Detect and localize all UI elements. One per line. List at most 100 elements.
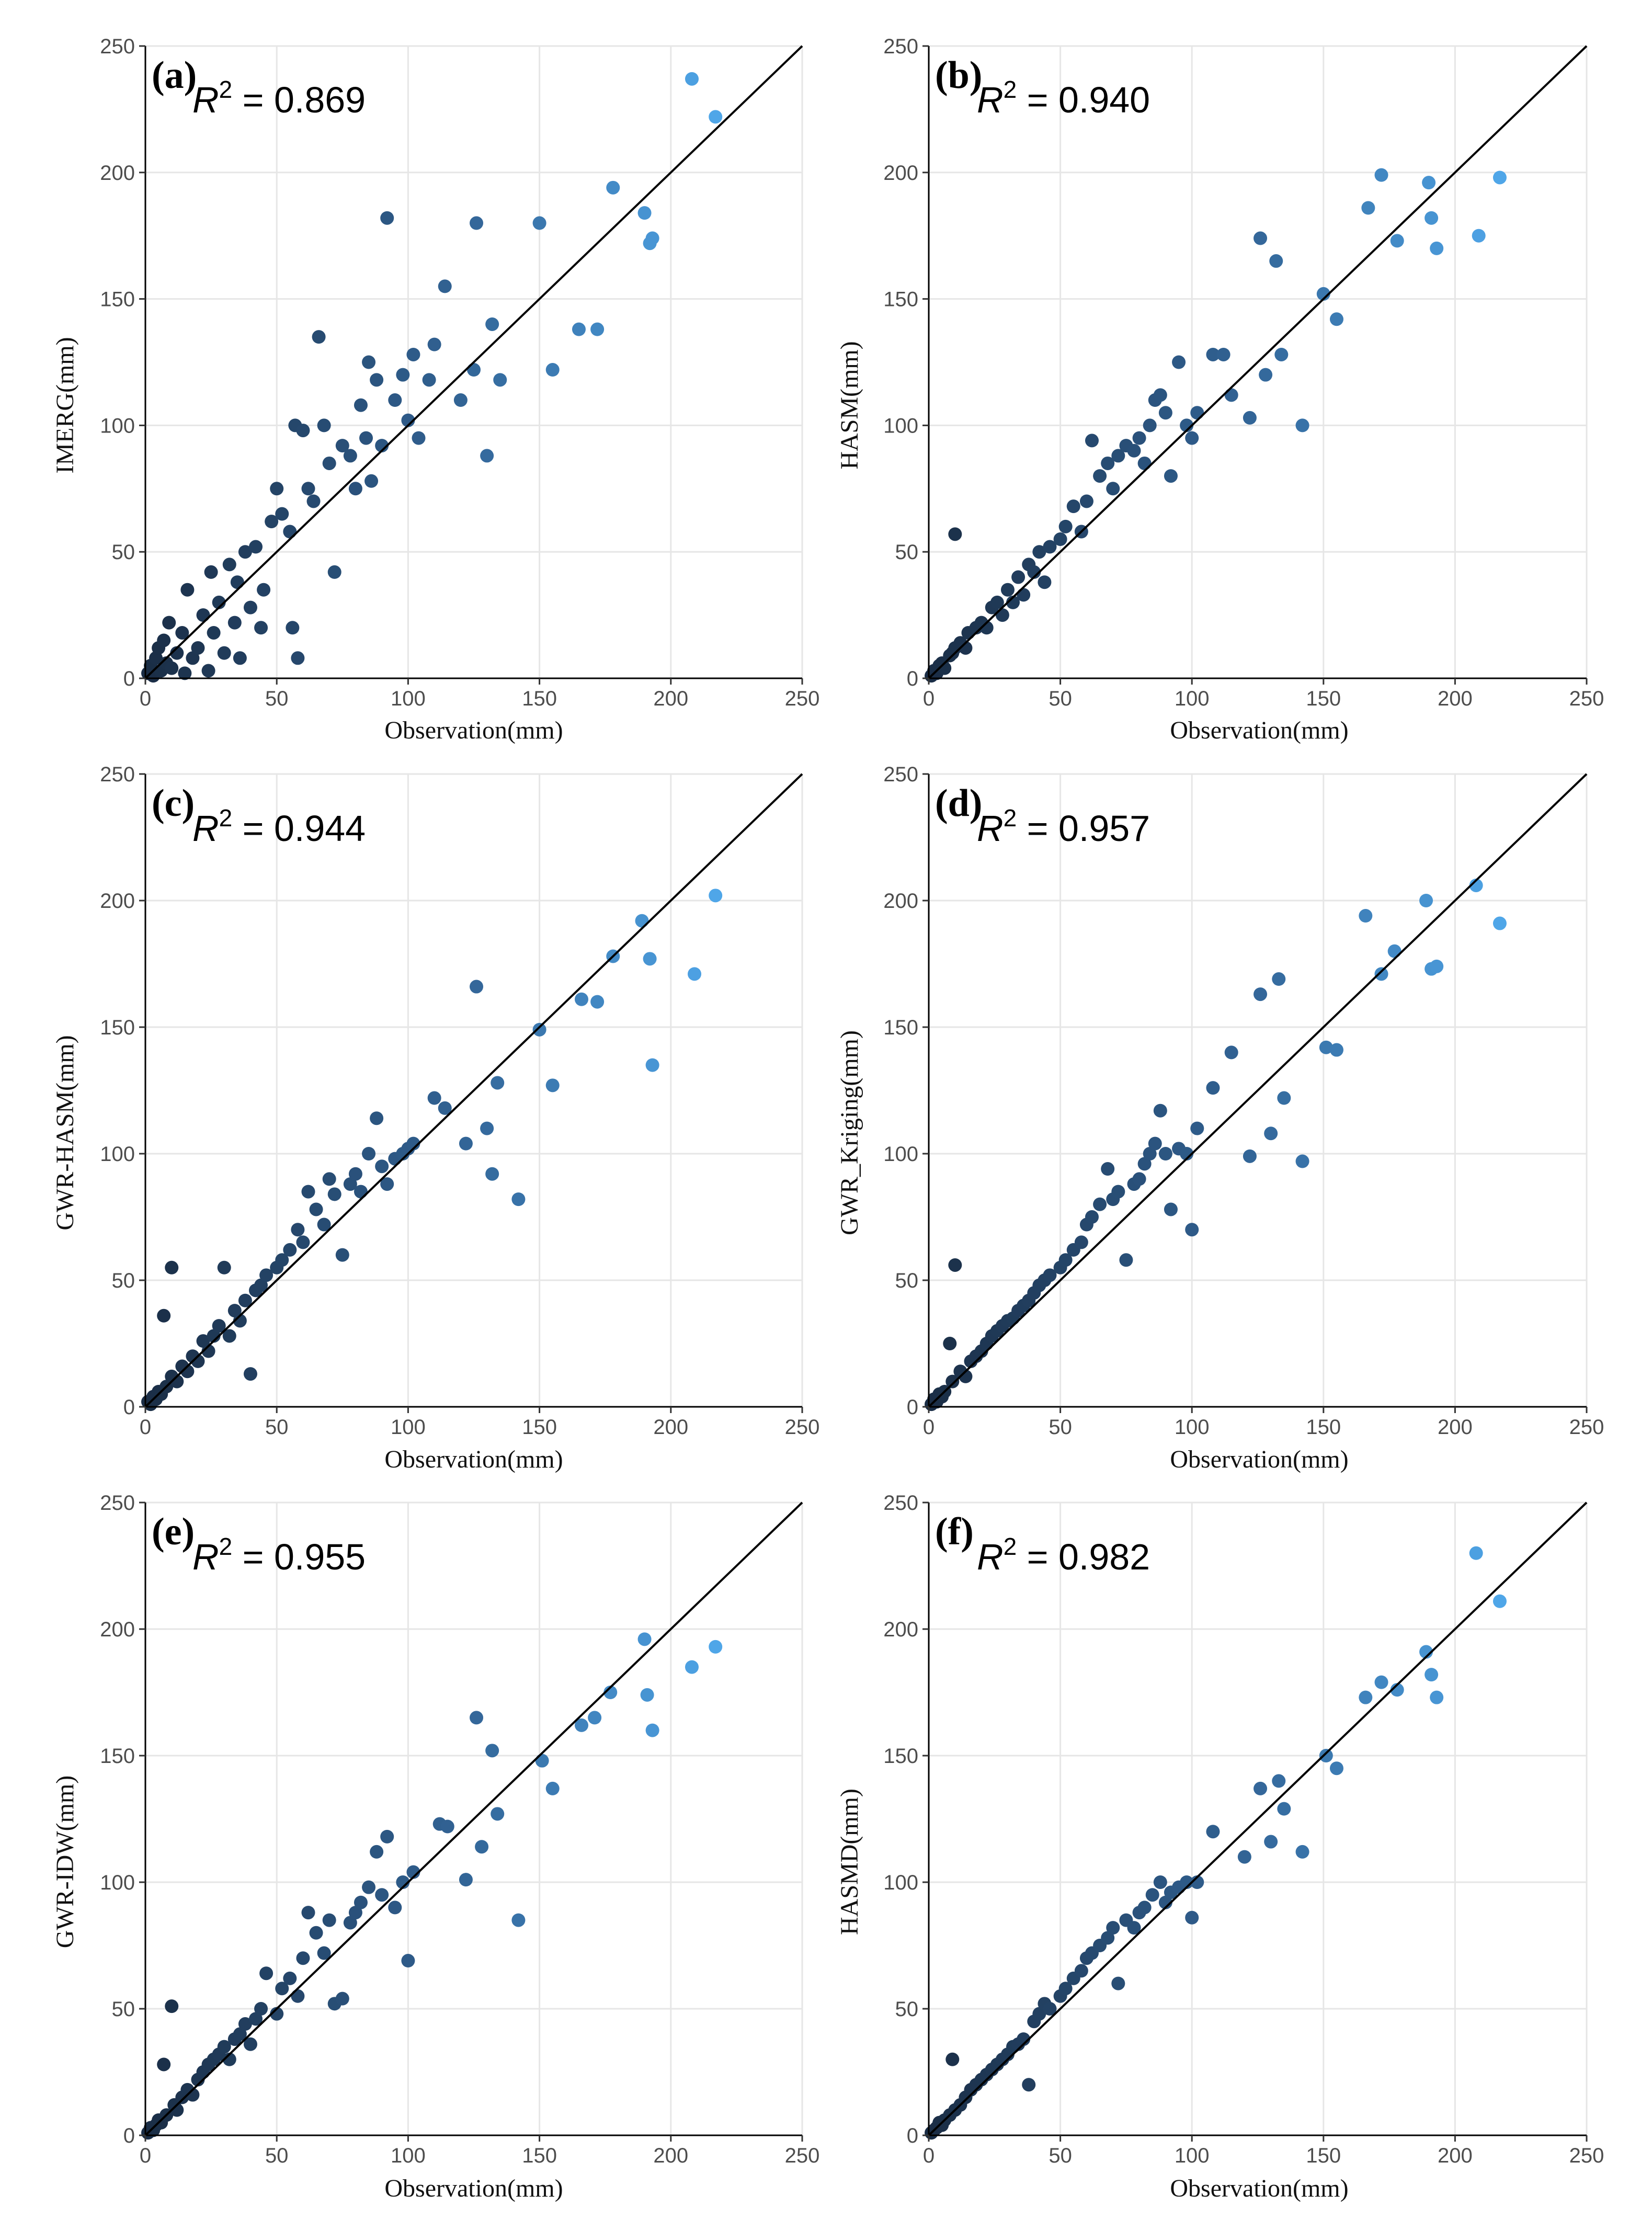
- y-tick-label-e: 0: [123, 2124, 135, 2147]
- data-point-f: [1254, 1781, 1268, 1795]
- data-point-e: [574, 1718, 588, 1732]
- data-point-a: [354, 398, 368, 412]
- data-point-e: [309, 1926, 323, 1940]
- one-to-one-line-d: [928, 773, 1588, 1408]
- data-point-f: [1430, 1690, 1444, 1704]
- y-tick-label-a: 250: [100, 35, 135, 58]
- r-squared-value-f: 0.982: [1058, 1537, 1150, 1577]
- data-point-b: [938, 661, 952, 675]
- data-point-a: [233, 651, 247, 665]
- data-point-e: [233, 2027, 247, 2041]
- data-point-d: [1359, 909, 1373, 923]
- data-point-b: [959, 641, 973, 655]
- data-point-e: [270, 2007, 284, 2021]
- data-point-e: [362, 1880, 376, 1894]
- data-point-b: [1425, 211, 1439, 225]
- data-point-a: [348, 482, 362, 496]
- data-point-f: [1295, 1845, 1309, 1859]
- data-point-b: [1206, 347, 1220, 361]
- data-point-f: [1206, 1825, 1220, 1839]
- data-point-c: [291, 1223, 305, 1237]
- x-tick-label-f: 100: [1175, 2144, 1210, 2167]
- panel-f: 0 50 100 150 200 250 0 50 100 150 200 250 HASMD(mm)…: [836, 1492, 1604, 2202]
- y-tick-label-f: 50: [895, 1998, 919, 2021]
- data-point-a: [422, 373, 436, 387]
- panel-label-f: (f): [935, 1510, 974, 1553]
- data-point-b: [1259, 368, 1273, 382]
- data-point-b: [1066, 499, 1080, 514]
- x-tick-label-b: 200: [1438, 687, 1473, 710]
- data-point-d: [1143, 1147, 1157, 1160]
- data-point-e: [709, 1640, 723, 1654]
- data-point-d: [1224, 1045, 1238, 1060]
- data-point-d: [1243, 1149, 1257, 1163]
- data-point-c: [335, 1248, 349, 1262]
- data-point-f: [1374, 1675, 1388, 1689]
- data-point-c: [301, 1185, 315, 1199]
- data-point-e: [545, 1781, 560, 1795]
- data-point-f: [1185, 1910, 1199, 1925]
- data-point-a: [480, 449, 494, 463]
- data-point-b: [1032, 545, 1046, 559]
- y-axis-label-e: GWR-IDW(mm): [51, 1776, 79, 1949]
- data-point-c: [322, 1172, 336, 1186]
- data-point-b: [1038, 575, 1052, 589]
- x-tick-label-a: 200: [653, 687, 688, 710]
- x-axis-label-a: Observation(mm): [384, 716, 563, 744]
- data-point-d: [1164, 1202, 1178, 1216]
- data-point-d: [1374, 967, 1388, 981]
- data-point-e: [511, 1913, 526, 1927]
- data-point-d: [1190, 1121, 1204, 1135]
- data-point-f: [1074, 1964, 1088, 1978]
- x-tick-label-d: 50: [1049, 1416, 1072, 1439]
- data-point-d: [948, 1258, 962, 1272]
- data-point-a: [217, 646, 231, 660]
- data-point-e: [217, 2040, 231, 2054]
- data-point-c: [485, 1167, 499, 1181]
- r-squared-value-c: 0.944: [274, 808, 366, 849]
- data-point-b: [1185, 431, 1199, 445]
- data-point-d: [1101, 1162, 1115, 1176]
- data-point-e: [470, 1711, 484, 1725]
- data-point-a: [201, 664, 215, 678]
- data-point-e: [317, 1946, 331, 1960]
- x-tick-label-b: 250: [1569, 687, 1604, 710]
- x-tick-label-d: 250: [1569, 1416, 1604, 1439]
- data-point-b: [1027, 565, 1041, 579]
- panel-label-d: (d): [935, 782, 982, 825]
- data-point-a: [257, 583, 271, 597]
- y-tick-label-c: 150: [100, 1016, 135, 1039]
- data-point-a: [178, 666, 192, 680]
- x-tick-label-c: 0: [140, 1416, 151, 1439]
- data-point-e: [354, 1895, 368, 1909]
- data-point-d: [1085, 1210, 1099, 1224]
- y-tick-label-e: 200: [100, 1618, 135, 1641]
- data-point-c: [688, 967, 702, 981]
- data-point-a: [485, 317, 499, 331]
- data-point-f: [1237, 1850, 1251, 1864]
- data-point-a: [186, 651, 200, 665]
- data-point-a: [572, 322, 586, 336]
- data-point-c: [243, 1367, 257, 1381]
- data-point-a: [335, 439, 349, 453]
- y-tick-label-b: 50: [895, 541, 919, 564]
- one-to-one-line-e: [144, 1501, 803, 2136]
- x-tick-label-f: 0: [923, 2144, 935, 2167]
- data-point-c: [354, 1185, 368, 1199]
- y-tick-label-d: 100: [883, 1143, 918, 1166]
- y-axis-label-c: GWR-HASM(mm): [51, 1035, 79, 1230]
- r-squared-value-e: 0.955: [274, 1537, 366, 1577]
- data-point-c: [222, 1329, 236, 1343]
- x-tick-label-a: 100: [391, 687, 426, 710]
- data-point-c: [317, 1217, 331, 1232]
- data-point-e: [535, 1754, 549, 1768]
- data-point-b: [1053, 532, 1067, 547]
- data-point-c: [643, 952, 657, 966]
- data-point-d: [1264, 1126, 1278, 1141]
- data-point-a: [286, 621, 300, 635]
- plot-area-e: 0 50 100 150 200 250 0 50 100 150 200 250: [100, 1492, 819, 2167]
- data-point-a: [388, 393, 402, 407]
- data-point-c: [309, 1202, 323, 1216]
- y-tick-label-d: 250: [883, 763, 918, 786]
- x-axis-label-f: Observation(mm): [1170, 2175, 1348, 2202]
